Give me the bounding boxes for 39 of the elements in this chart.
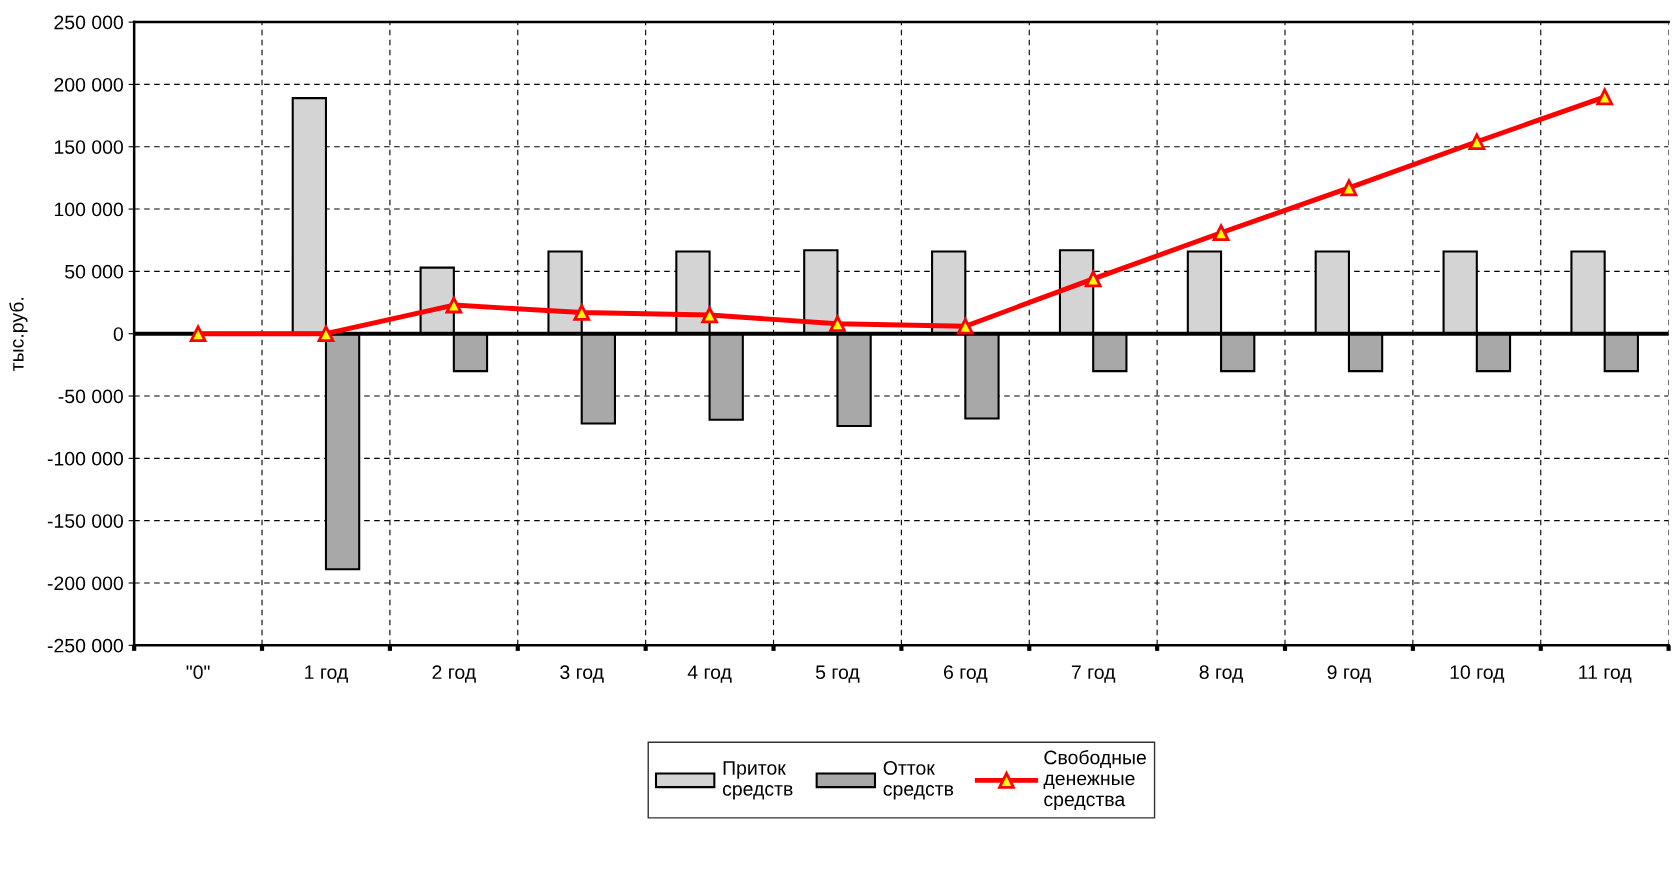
legend-label: Приток средств [722,761,793,800]
y-tick-label: -200 000 [47,576,123,591]
y-tick-label: 100 000 [54,202,123,217]
point [189,325,207,343]
y-tick-label: 0 [113,327,123,341]
x-tick-label: "0" [186,665,210,680]
x-tick-label: 5 год [815,665,860,683]
point [445,296,463,314]
point [701,306,718,324]
y-tick-label: -50 000 [58,389,123,404]
point [573,304,591,321]
point [956,317,974,335]
y-tick-label: 200 000 [54,77,123,92]
x-tick-label: 7 год [1071,665,1116,683]
y-tick-label: -100 000 [47,451,123,466]
y-axis-title: тыс.руб. [9,297,28,371]
y-tick-label: 250 000 [54,15,123,30]
legend-label: Свободные денежные средства [1043,749,1146,811]
x-tick-label: 9 год [1327,665,1371,683]
legend-label: Отток средств [883,761,954,800]
point [829,315,846,333]
x-tick-label: 8 год [1199,665,1244,683]
x-tick-label: 2 год [432,665,476,683]
y-tick-label: -250 000 [47,638,123,653]
point [1339,177,1358,197]
y-tick-label: 150 000 [54,140,123,154]
x-tick-label: 11 год [1579,665,1632,683]
x-tick-label: 3 год [560,665,604,683]
x-tick-label: 10 год [1450,665,1505,683]
point [1212,224,1230,242]
point [317,325,335,343]
x-tick-label: 4 год [687,665,732,683]
y-tick-label: -150 000 [47,514,123,528]
x-tick-label: 6 год [944,665,988,683]
y-tick-label: 50 000 [65,264,123,279]
point [1468,133,1486,151]
point [1084,268,1103,288]
point [1596,88,1614,106]
x-tick-label: 1 год [305,665,348,683]
